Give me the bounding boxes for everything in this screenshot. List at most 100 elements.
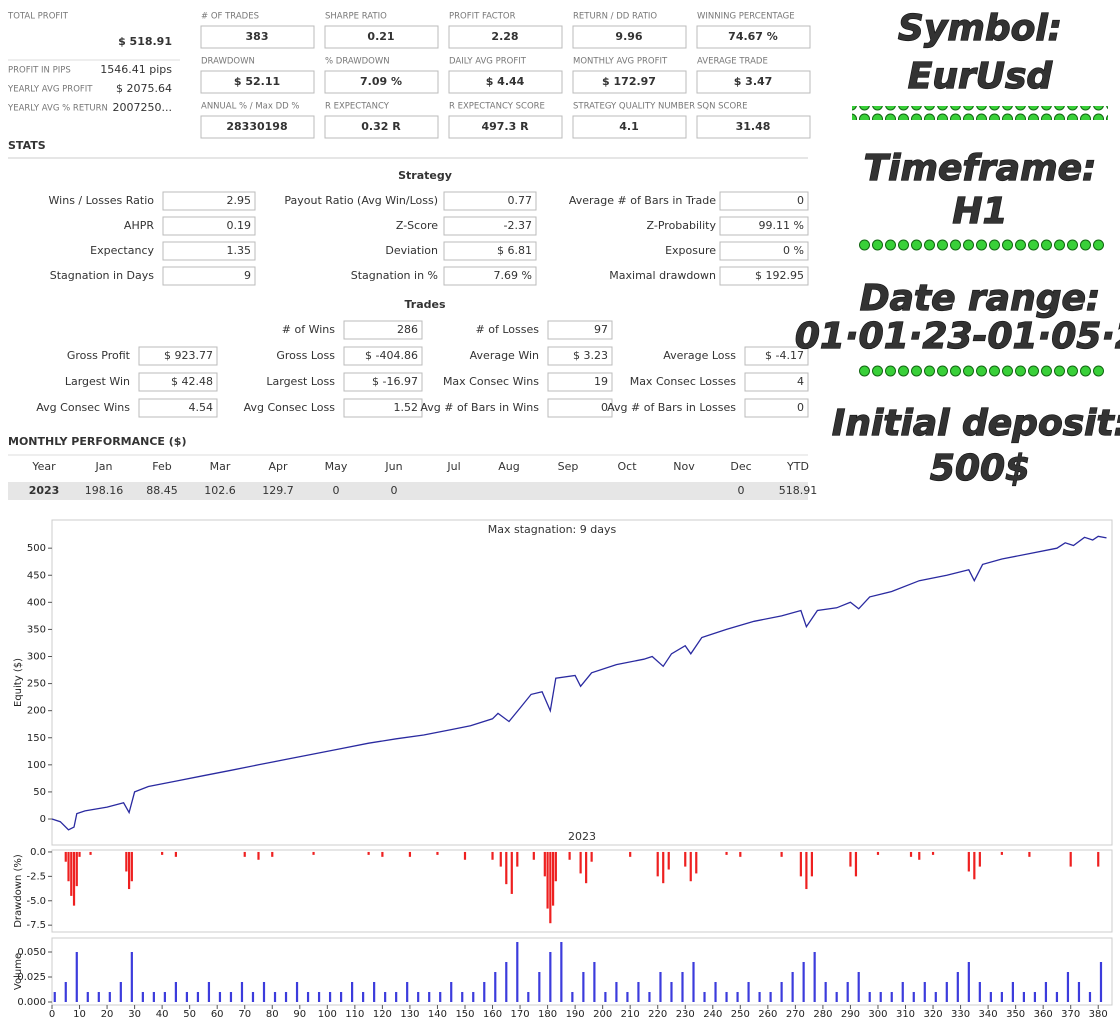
table-cell: 198.16: [85, 484, 124, 497]
stat-label: Payout Ratio (Avg Win/Loss): [284, 194, 438, 207]
side-text: 500$: [930, 448, 1030, 489]
stat-box: [547, 346, 613, 366]
bar: [868, 992, 871, 1002]
bar: [185, 992, 189, 1002]
bar: [306, 992, 310, 1002]
y-tick-label: 500: [27, 543, 46, 554]
y-tick-label: -5.0: [26, 896, 46, 907]
bar: [684, 851, 687, 867]
x-tick-label: 120: [373, 1009, 392, 1020]
bar: [659, 972, 662, 1002]
bar: [945, 982, 948, 1002]
stat-box: [719, 216, 809, 236]
x-tick-label: 30: [128, 1009, 141, 1020]
x-tick-label: 130: [400, 1009, 419, 1020]
bar: [989, 992, 992, 1002]
bar: [1088, 992, 1092, 1002]
bar: [125, 851, 128, 872]
bar: [417, 992, 420, 1002]
y-tick-label: 400: [27, 597, 46, 608]
bar: [689, 851, 692, 882]
bar: [161, 851, 164, 855]
metric-label: R EXPECTANCY SCORE: [449, 102, 545, 112]
bar: [725, 851, 728, 855]
bar: [662, 851, 665, 884]
table-header: Aug: [498, 460, 519, 473]
bar: [692, 962, 695, 1002]
metric-box: [324, 25, 439, 49]
side-text: H1: [952, 191, 1007, 232]
stat-label: Avg Consec Loss: [244, 401, 336, 414]
metric-value: 0.32 R: [361, 120, 401, 133]
table-header: Jun: [384, 460, 402, 473]
bar: [846, 982, 849, 1002]
bar: [967, 962, 970, 1002]
bar: [934, 992, 937, 1002]
bar: [543, 851, 546, 877]
y-tick-label: -7.5: [26, 920, 46, 931]
y-tick-label: 0.050: [17, 947, 46, 958]
table-cell: 518.91: [779, 484, 818, 497]
table-cell: 129.7: [262, 484, 294, 497]
bar: [725, 992, 728, 1002]
stat-label: Exposure: [665, 244, 716, 257]
x-tick-label: 140: [428, 1009, 447, 1020]
stat-box: [719, 241, 809, 261]
bar: [890, 992, 893, 1002]
metric-value: $ 4.44: [486, 75, 525, 88]
stat-value: 0 %: [783, 244, 804, 257]
bar: [295, 982, 299, 1002]
bar: [339, 992, 343, 1002]
stat-value: 286: [397, 323, 418, 336]
bar: [130, 851, 133, 882]
metric-label: % DRAWDOWN: [325, 57, 390, 67]
y-tick-label: 300: [27, 652, 46, 663]
stat-value: 9: [244, 269, 251, 282]
metric-value: 2.28: [491, 30, 518, 43]
axis-label: Volume: [13, 953, 24, 990]
bar: [273, 992, 277, 1002]
metric-box: [448, 115, 563, 139]
y-tick-label: 350: [27, 624, 46, 635]
stat-value: 0.19: [227, 219, 252, 232]
table-header: Oct: [617, 460, 637, 473]
table-header: Jul: [446, 460, 460, 473]
stat-value: $ 192.95: [755, 269, 804, 282]
bar: [494, 972, 497, 1002]
bar: [854, 851, 858, 877]
bar: [648, 992, 651, 1002]
bar: [923, 982, 926, 1002]
metric-label: SHARPE RATIO: [325, 12, 387, 22]
bar: [931, 851, 935, 855]
bar: [695, 851, 698, 874]
x-tick-label: 200: [593, 1009, 612, 1020]
x-tick-label: 290: [841, 1009, 860, 1020]
metric-value: 7.09 %: [360, 75, 402, 88]
bar: [463, 851, 467, 860]
bar: [75, 851, 78, 887]
bar: [163, 992, 166, 1002]
bar: [284, 992, 288, 1002]
bar: [64, 851, 67, 862]
metric-value: 31.48: [736, 120, 771, 133]
stat-value: $ 6.81: [497, 244, 532, 257]
bar: [736, 992, 739, 1002]
bar: [64, 982, 67, 1002]
y-tick-label: 0: [40, 814, 46, 825]
stat-value: $ 42.48: [171, 375, 213, 388]
bar: [739, 851, 742, 857]
label: PROFIT IN PIPS: [8, 66, 71, 76]
axis-label: Equity ($): [13, 658, 24, 707]
y-tick-label: 250: [27, 679, 46, 690]
x-tick-label: 190: [566, 1009, 585, 1020]
stat-box: [547, 372, 613, 392]
y-tick-label: -2.5: [26, 871, 46, 882]
bar: [1022, 992, 1025, 1002]
table-row: [8, 482, 808, 500]
metric-box: [200, 70, 315, 94]
bar: [491, 851, 494, 860]
bar: [681, 972, 684, 1002]
stat-label: Gross Profit: [67, 349, 131, 362]
bar: [271, 851, 274, 857]
bar: [72, 851, 76, 906]
